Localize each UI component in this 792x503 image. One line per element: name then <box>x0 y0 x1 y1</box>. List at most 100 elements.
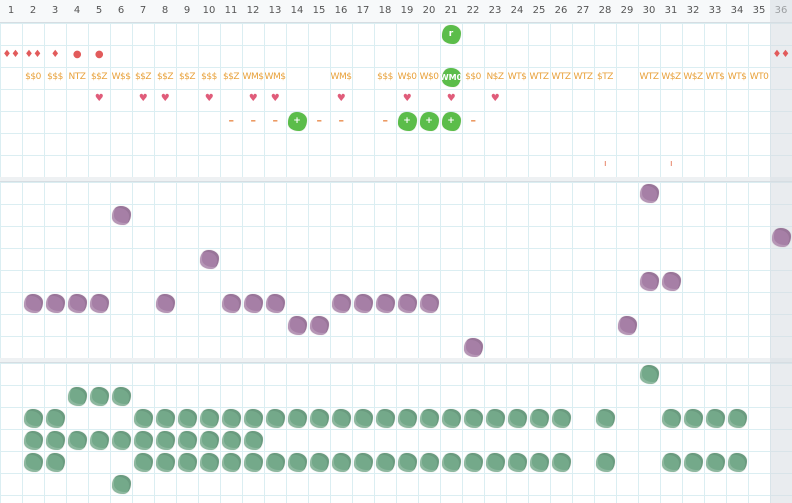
green-tile[interactable] <box>726 451 748 473</box>
green-tile[interactable] <box>242 429 264 451</box>
green-tile[interactable] <box>154 407 176 429</box>
green-tile[interactable] <box>220 451 242 473</box>
purple-tile[interactable] <box>88 292 110 314</box>
bright-tile[interactable]: r <box>440 23 462 45</box>
green-tile[interactable] <box>44 429 66 451</box>
green-tile[interactable] <box>440 451 462 473</box>
purple-tile[interactable] <box>264 292 286 314</box>
green-tile[interactable] <box>286 451 308 473</box>
green-tile[interactable] <box>22 407 44 429</box>
green-tile[interactable] <box>594 407 616 429</box>
green-tile[interactable] <box>550 407 572 429</box>
green-tile[interactable] <box>682 407 704 429</box>
green-tile[interactable] <box>88 429 110 451</box>
green-tile[interactable] <box>726 407 748 429</box>
green-tile[interactable] <box>660 451 682 473</box>
bright-tile[interactable]: + <box>440 110 462 132</box>
purple-tile[interactable] <box>660 270 682 292</box>
bright-tile[interactable]: + <box>418 110 440 132</box>
bright-tile[interactable]: + <box>286 110 308 132</box>
green-tile-blob <box>111 474 131 494</box>
purple-tile[interactable] <box>44 292 66 314</box>
green-tile[interactable] <box>154 429 176 451</box>
green-tile[interactable] <box>198 429 220 451</box>
green-tile[interactable] <box>110 473 132 495</box>
green-tile[interactable] <box>66 385 88 407</box>
green-tile[interactable] <box>704 407 726 429</box>
purple-tile[interactable] <box>374 292 396 314</box>
green-tile[interactable] <box>22 429 44 451</box>
green-tile[interactable] <box>110 429 132 451</box>
green-tile[interactable] <box>22 451 44 473</box>
green-tile[interactable] <box>176 429 198 451</box>
green-tile[interactable] <box>132 407 154 429</box>
green-tile[interactable] <box>418 407 440 429</box>
purple-tile[interactable] <box>330 292 352 314</box>
green-tile[interactable] <box>374 451 396 473</box>
green-tile[interactable] <box>550 451 572 473</box>
purple-tile[interactable] <box>638 270 660 292</box>
purple-tile[interactable] <box>396 292 418 314</box>
green-tile[interactable] <box>242 407 264 429</box>
green-tile[interactable] <box>352 407 374 429</box>
green-tile[interactable] <box>506 407 528 429</box>
purple-tile[interactable] <box>616 314 638 336</box>
bright-tile[interactable]: + <box>396 110 418 132</box>
green-tile[interactable] <box>264 407 286 429</box>
green-tile[interactable] <box>374 407 396 429</box>
green-tile[interactable] <box>44 407 66 429</box>
purple-tile[interactable] <box>638 182 660 204</box>
green-tile[interactable] <box>506 451 528 473</box>
purple-tile[interactable] <box>198 248 220 270</box>
green-tile[interactable] <box>264 451 286 473</box>
green-tile[interactable] <box>440 407 462 429</box>
green-tile[interactable] <box>660 407 682 429</box>
green-tile[interactable] <box>286 407 308 429</box>
green-tile[interactable] <box>308 407 330 429</box>
purple-tile[interactable] <box>66 292 88 314</box>
purple-tile[interactable] <box>110 204 132 226</box>
green-tile[interactable] <box>110 385 132 407</box>
purple-tile[interactable] <box>22 292 44 314</box>
green-tile[interactable] <box>220 407 242 429</box>
purple-tile[interactable] <box>242 292 264 314</box>
purple-tile[interactable] <box>220 292 242 314</box>
green-tile[interactable] <box>462 451 484 473</box>
purple-tile[interactable] <box>286 314 308 336</box>
green-tile[interactable] <box>528 451 550 473</box>
green-tile[interactable] <box>704 451 726 473</box>
green-tile[interactable] <box>528 407 550 429</box>
green-tile[interactable] <box>308 451 330 473</box>
green-tile[interactable] <box>682 451 704 473</box>
purple-tile[interactable] <box>154 292 176 314</box>
purple-tile[interactable] <box>352 292 374 314</box>
purple-tile[interactable] <box>770 226 792 248</box>
green-tile[interactable] <box>176 407 198 429</box>
green-tile[interactable] <box>154 451 176 473</box>
green-tile[interactable] <box>462 407 484 429</box>
green-tile[interactable] <box>594 451 616 473</box>
green-tile[interactable] <box>396 451 418 473</box>
green-tile[interactable] <box>176 451 198 473</box>
green-tile[interactable] <box>638 363 660 385</box>
green-tile[interactable] <box>330 407 352 429</box>
green-tile[interactable] <box>418 451 440 473</box>
green-tile[interactable] <box>484 451 506 473</box>
green-tile[interactable] <box>198 451 220 473</box>
green-tile[interactable] <box>484 407 506 429</box>
purple-tile[interactable] <box>462 336 484 358</box>
green-tile[interactable] <box>396 407 418 429</box>
green-tile[interactable] <box>198 407 220 429</box>
green-tile[interactable] <box>330 451 352 473</box>
bright-tile[interactable]: WM0 <box>440 66 462 88</box>
green-tile[interactable] <box>352 451 374 473</box>
green-tile[interactable] <box>132 451 154 473</box>
purple-tile[interactable] <box>418 292 440 314</box>
green-tile[interactable] <box>132 429 154 451</box>
green-tile[interactable] <box>44 451 66 473</box>
green-tile[interactable] <box>88 385 110 407</box>
green-tile[interactable] <box>242 451 264 473</box>
purple-tile[interactable] <box>308 314 330 336</box>
green-tile[interactable] <box>220 429 242 451</box>
green-tile[interactable] <box>66 429 88 451</box>
